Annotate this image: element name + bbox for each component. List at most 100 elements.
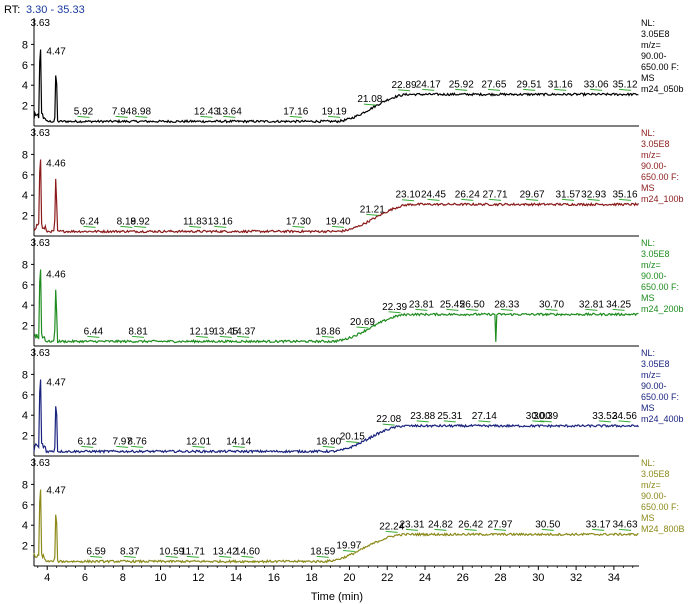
y-tick-label: 8	[22, 39, 28, 51]
peak-label: 13.42	[213, 546, 238, 557]
peak-label: 18.86	[315, 326, 340, 337]
peak-label: 27.65	[481, 79, 506, 90]
peak-label: 13.45	[213, 326, 238, 337]
peak-marker	[77, 115, 90, 118]
peak-label: 27.14	[472, 411, 497, 422]
peak-label: 4.46	[46, 159, 66, 170]
peak-marker	[446, 308, 459, 311]
peak-marker	[416, 420, 429, 423]
trace-info-line: m/z=	[641, 370, 661, 380]
peak-label: 24.82	[428, 519, 453, 530]
trace-info-line: m24_200b	[641, 304, 684, 314]
peak-marker	[397, 89, 411, 92]
peak-label: 30.50	[535, 519, 560, 530]
x-tick-label: 22	[381, 572, 393, 584]
peak-marker	[120, 225, 133, 228]
peak-label: 21.21	[360, 204, 385, 215]
y-tick-label: 4	[22, 190, 28, 202]
trace-info-line: 90.00-	[641, 161, 667, 171]
peak-marker	[585, 308, 598, 311]
peak-label: 12.43	[194, 106, 219, 117]
x-tick-label: 28	[494, 572, 506, 584]
x-tick-label: 8	[120, 572, 126, 584]
peak-label: 4.47	[46, 47, 66, 58]
x-tick-label: 14	[230, 572, 242, 584]
trace-info-line: 650.00 F:	[641, 62, 679, 72]
peak-marker	[115, 115, 128, 118]
peak-marker	[332, 225, 345, 228]
x-tick-label: 4	[44, 572, 50, 584]
peak-label: 32.93	[581, 189, 606, 200]
trace-line	[33, 159, 639, 234]
peak-marker	[443, 420, 456, 423]
peak-marker	[523, 88, 536, 91]
y-tick-label: 6	[22, 500, 28, 512]
peak-marker	[322, 445, 335, 448]
peak-marker	[489, 198, 502, 201]
peak-label: 34.63	[612, 519, 637, 530]
y-tick-label: 8	[22, 369, 28, 381]
peak-label: 13.16	[208, 216, 233, 227]
y-tick-label: 4	[22, 300, 28, 312]
peak-label: 23.31	[399, 519, 424, 530]
y-tick-label: 2	[22, 211, 28, 223]
peak-label: 25.45	[440, 299, 465, 310]
peak-marker	[382, 423, 395, 426]
peak-label: 23.81	[409, 299, 434, 310]
peak-label: 23.10	[395, 190, 420, 201]
peak-label: 7.94	[112, 106, 132, 117]
trace-info-line: 650.00 F:	[641, 172, 679, 182]
peak-marker	[241, 555, 254, 558]
y-tick-label: 2	[22, 321, 28, 333]
peak-label: 18.90	[316, 436, 341, 447]
peak-label: 5.92	[74, 106, 94, 117]
trace-line	[33, 49, 639, 124]
peak-label: 6.44	[84, 326, 104, 337]
peak-label: 22.08	[376, 414, 401, 425]
y-tick-label: 8	[22, 149, 28, 161]
peak-marker	[532, 420, 545, 423]
y-tick-label: 4	[22, 520, 28, 532]
peak-marker	[455, 88, 468, 91]
rt-label: RT:	[4, 4, 20, 16]
peak-marker	[219, 335, 232, 338]
peak-label: 3.63	[30, 128, 50, 139]
peak-label: 29.51	[517, 79, 542, 90]
trace-info-line: 650.00 F:	[641, 502, 679, 512]
peak-marker	[464, 528, 477, 531]
peak-marker	[541, 528, 554, 531]
peak-label: 8.76	[127, 436, 147, 447]
peak-marker	[192, 445, 205, 448]
y-tick-label: 8	[22, 479, 28, 491]
peak-label: 11.83	[183, 216, 208, 227]
peak-label: 8.92	[130, 216, 150, 227]
trace-info-line: NL:	[641, 238, 655, 248]
peak-label: 3.63	[30, 458, 50, 469]
peak-marker	[134, 225, 147, 228]
peak-labels: 3.63 4.46 6.24 8.198.92 11.83 13.16 17.30 19.40…	[30, 128, 638, 228]
y-tick-label: 6	[22, 390, 28, 402]
peak-label: 19.19	[322, 106, 347, 117]
peak-marker	[587, 198, 600, 201]
peak-marker	[81, 445, 94, 448]
y-tick-label: 6	[22, 60, 28, 72]
peak-label: 30.39	[533, 411, 558, 422]
peak-label: 17.30	[286, 216, 311, 227]
peak-label: 21.08	[357, 94, 382, 105]
trace-info-line: 90.00-	[641, 271, 667, 281]
trace-info-line: MS	[641, 183, 655, 193]
peak-label: 32.81	[579, 299, 604, 310]
peak-marker	[219, 555, 232, 558]
peak-marker	[539, 420, 552, 423]
peak-label: 22.39	[382, 302, 407, 313]
panel-2: 2 4 6 83.63 4.46 6.24 8.198.92 11.83 13.16 17.30 1…	[22, 128, 684, 237]
peak-label: 33.52	[592, 411, 617, 422]
peak-marker	[401, 199, 415, 202]
